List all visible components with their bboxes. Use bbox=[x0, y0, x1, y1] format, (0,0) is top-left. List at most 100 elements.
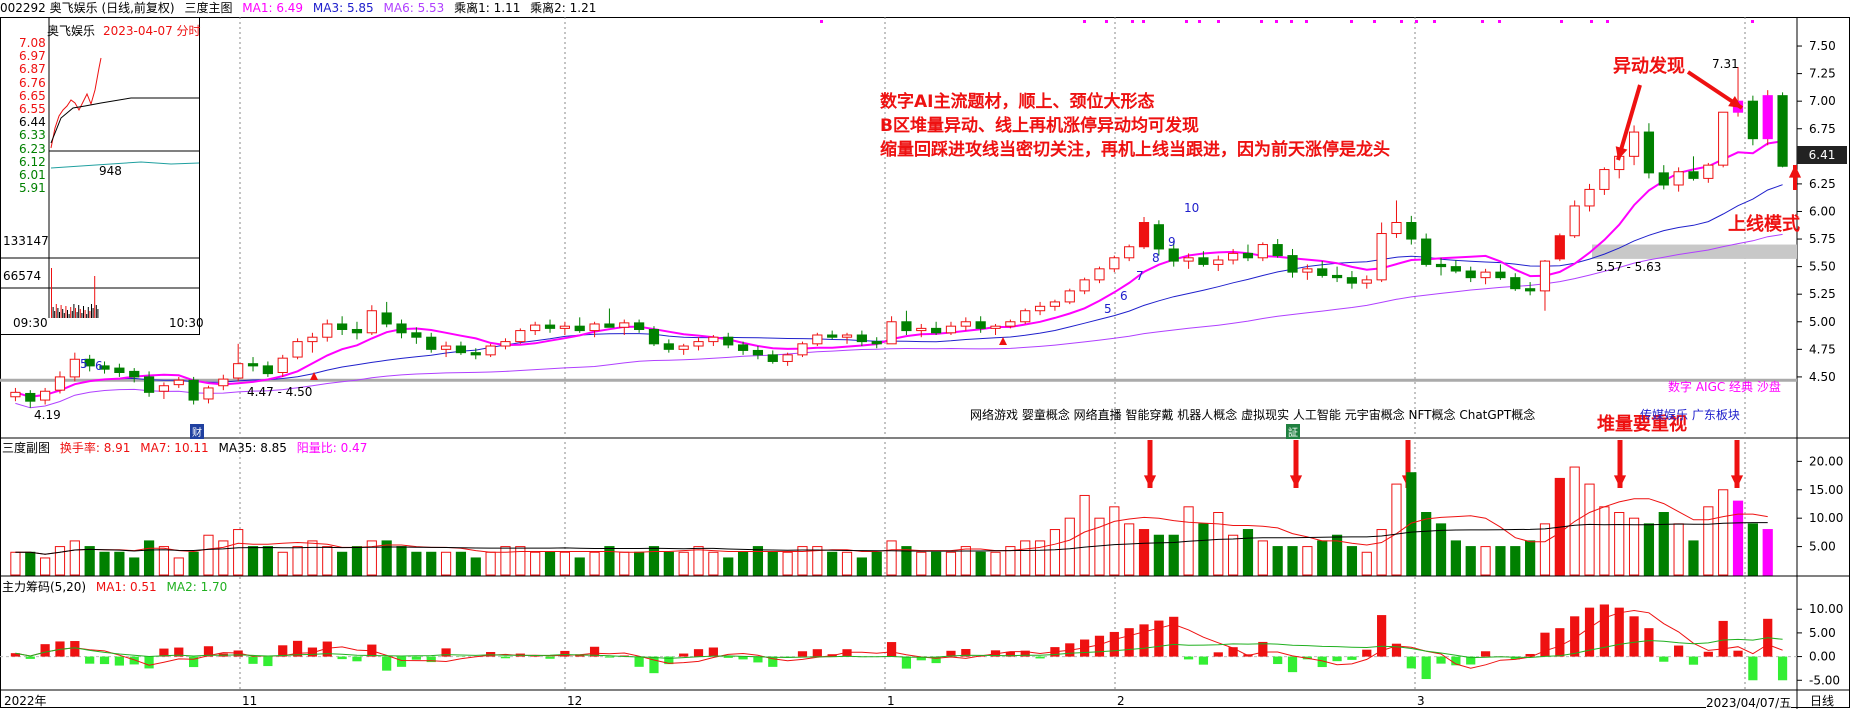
candle-body bbox=[1689, 172, 1698, 179]
concept-tags-3[interactable]: 传媒娱乐 广东板块 bbox=[1640, 406, 1740, 423]
marker-dot bbox=[1415, 20, 1418, 23]
candle-body bbox=[709, 337, 718, 341]
chip-bar bbox=[1436, 657, 1445, 664]
marker-dot bbox=[1373, 20, 1376, 23]
volume-bar bbox=[857, 558, 866, 575]
period-label[interactable]: 日线 bbox=[1810, 692, 1834, 709]
candle-body bbox=[1555, 236, 1564, 259]
volume-bar bbox=[649, 547, 658, 575]
volume-bar bbox=[1243, 530, 1252, 575]
volume-bar bbox=[189, 552, 198, 575]
candle-body bbox=[234, 364, 243, 378]
candle-body bbox=[1080, 280, 1089, 291]
volume-bar bbox=[427, 552, 436, 575]
candle-body bbox=[961, 322, 970, 326]
price-axis-label: 5.75 bbox=[1809, 232, 1836, 246]
strategy-note: 数字AI主流题材，顺上、颈位大形态 B区堆量异动、线上再机涨停异动均可发现 缩量… bbox=[880, 90, 1390, 162]
candle-body bbox=[753, 350, 762, 354]
volume-bar bbox=[1347, 547, 1356, 575]
count-label: 5 bbox=[80, 357, 88, 371]
marker-dot bbox=[1606, 20, 1609, 23]
low-price-label: 4.19 bbox=[34, 408, 61, 422]
candle-body bbox=[70, 359, 79, 377]
inset-canvas bbox=[1, 18, 199, 334]
volume-bar bbox=[724, 558, 733, 575]
volume-bar bbox=[1392, 484, 1401, 575]
candle-body bbox=[1169, 249, 1178, 261]
inset-volume-bar bbox=[93, 308, 94, 318]
marker-dot bbox=[1290, 20, 1293, 23]
note-line-1: 数字AI主流题材，顺上、颈位大形态 bbox=[880, 90, 1390, 114]
inset-volume-bar bbox=[64, 313, 65, 318]
volume-bar bbox=[130, 558, 139, 575]
candle-body bbox=[605, 324, 614, 327]
volume-bar bbox=[917, 552, 926, 575]
chip-bar bbox=[1154, 621, 1163, 657]
volume-bar bbox=[1169, 535, 1178, 575]
volume-bar bbox=[560, 552, 569, 575]
concept-tags-2[interactable]: 数字 AIGC 经典 沙盘 bbox=[1668, 378, 1781, 395]
marker-dot bbox=[1185, 20, 1188, 23]
cert-badge[interactable]: 証 bbox=[1286, 424, 1300, 439]
online-mode-label: 上线模式 bbox=[1728, 210, 1800, 236]
finance-badge[interactable]: 财 bbox=[190, 424, 204, 439]
volume-bar bbox=[11, 552, 20, 575]
count-label: 7 bbox=[1136, 269, 1144, 283]
volume-bar bbox=[783, 552, 792, 575]
chip-bar bbox=[1644, 628, 1653, 656]
concept-tags[interactable]: 网络游戏 婴童概念 网络直播 智能穿戴 机器人概念 虚拟现实 人工智能 元宇宙概… bbox=[970, 406, 1535, 423]
end-date-label: 2023/04/07/五 bbox=[1706, 694, 1791, 711]
candle-body bbox=[560, 326, 569, 328]
x-axis-label: 2 bbox=[1117, 694, 1125, 708]
inset-price-line bbox=[51, 58, 101, 148]
chip-bar bbox=[412, 657, 421, 660]
volume-axis-label: 15.00 bbox=[1809, 483, 1843, 497]
volume-bar bbox=[501, 547, 510, 575]
volume-bar bbox=[323, 547, 332, 575]
candle-body bbox=[1021, 311, 1030, 322]
x-axis-label: 1 bbox=[887, 694, 895, 708]
candle-body bbox=[1377, 234, 1386, 280]
volume-bar bbox=[234, 530, 243, 575]
candle-body bbox=[1496, 272, 1505, 278]
volume-bar bbox=[174, 558, 183, 575]
volume-bar bbox=[1511, 547, 1520, 575]
inset-volume-bar bbox=[89, 311, 90, 318]
arrow-volume-head bbox=[1144, 475, 1156, 488]
volume-bar bbox=[1273, 547, 1282, 575]
chip-panel-title: 主力筹码(5,20) MA1: 0.51 MA2: 1.70 bbox=[2, 580, 227, 594]
inset-volume-bar bbox=[73, 304, 74, 318]
volume-bar bbox=[1199, 524, 1208, 575]
turnover-label: 换手率: 8.91 bbox=[60, 441, 131, 455]
volume-bar bbox=[1021, 541, 1030, 575]
price-axis-label: 6.25 bbox=[1809, 177, 1836, 191]
volume-bar bbox=[1065, 518, 1074, 575]
candle-body bbox=[516, 331, 525, 342]
chip-bar bbox=[1689, 657, 1698, 665]
volume-panel-name[interactable]: 三度副图 bbox=[2, 441, 50, 455]
last-price-tag: 6.41 bbox=[1797, 146, 1847, 164]
chip-panel-name[interactable]: 主力筹码(5,20) bbox=[2, 580, 86, 594]
price-axis-label: 4.75 bbox=[1809, 342, 1836, 356]
candle-body bbox=[1303, 269, 1312, 272]
volume-bar bbox=[1436, 524, 1445, 575]
candle-body bbox=[1570, 206, 1579, 236]
candle-body bbox=[1392, 223, 1401, 234]
main-indicator-label[interactable]: 三度主图 bbox=[184, 1, 232, 15]
volume-bar bbox=[1451, 541, 1460, 575]
volume-bar bbox=[738, 552, 747, 575]
volume-bar bbox=[1035, 541, 1044, 575]
candle-body bbox=[1288, 256, 1297, 273]
chip-bar bbox=[1659, 657, 1668, 662]
inset-volume-bar bbox=[81, 313, 82, 318]
candle-body bbox=[486, 346, 495, 355]
inset-volume-bar bbox=[56, 304, 57, 318]
volume-bar bbox=[456, 552, 465, 575]
inset-volume-bar bbox=[85, 310, 86, 318]
volume-bar bbox=[872, 552, 881, 575]
chip-axis-label: 5.00 bbox=[1809, 626, 1836, 640]
inset-volume-bar bbox=[80, 309, 81, 318]
inset-avg-line bbox=[51, 98, 199, 143]
inset-volume-bar bbox=[97, 309, 98, 318]
